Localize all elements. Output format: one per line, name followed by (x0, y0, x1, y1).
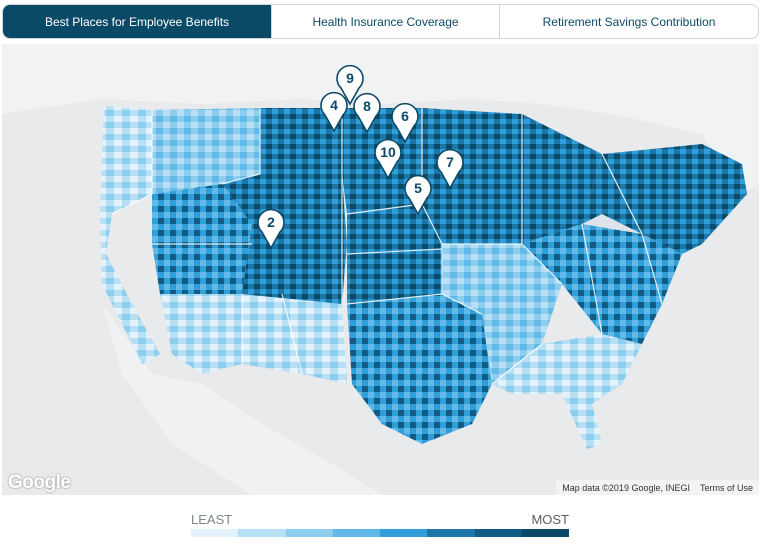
marker-pin-icon (257, 208, 285, 250)
marker-pin-icon (436, 148, 464, 190)
legend-swatch (474, 529, 522, 537)
marker-pin-icon (320, 91, 348, 133)
legend-swatch (427, 529, 475, 537)
marker-pin-icon (391, 102, 419, 144)
marker-label: 7 (446, 154, 454, 170)
marker-label: 6 (401, 108, 409, 124)
marker-label: 4 (330, 97, 338, 113)
map-marker[interactable]: 5 (404, 174, 432, 216)
legend-swatch (191, 529, 239, 537)
mexico-land (102, 304, 382, 495)
map-marker[interactable]: 8 (353, 92, 381, 134)
marker-pin-icon (336, 64, 364, 106)
marker-label: 5 (414, 180, 422, 196)
marker-label: 9 (346, 70, 354, 86)
google-logo: Google (8, 472, 71, 493)
map-markers: 94 8 6 10 7 5 2 (257, 64, 464, 250)
choropleth-map[interactable]: 9 4 8 6 10 7 5 2 Google Map data ©2019 Google, … (2, 44, 759, 495)
legend-swatch (521, 529, 569, 537)
marker-pin-icon (374, 138, 402, 180)
marker-label: 2 (267, 214, 275, 230)
legend-swatch (380, 529, 428, 537)
map-marker[interactable]: 4 (320, 91, 348, 133)
map-marker[interactable]: 9 (336, 64, 364, 106)
marker-pin-icon (353, 92, 381, 134)
legend-swatch (285, 529, 333, 537)
map-marker[interactable]: 10 (374, 138, 402, 180)
legend-swatch (332, 529, 380, 537)
legend: LEAST MOST (191, 512, 569, 537)
legend-color-scale (191, 529, 569, 537)
tab-retirement-savings[interactable]: Retirement Savings Contribution (542, 14, 716, 29)
map-attribution: Map data ©2019 Google, INEGI (562, 482, 690, 493)
marker-label: 10 (380, 144, 396, 160)
map-attribution-bar: Map data ©2019 Google, INEGI Terms of Us… (556, 480, 759, 495)
legend-swatch (238, 529, 286, 537)
map-marker[interactable]: 7 (436, 148, 464, 190)
marker-label: 8 (363, 98, 371, 114)
canada-land (2, 44, 759, 194)
map-canvas: 94 8 6 10 7 5 2 (2, 44, 759, 495)
marker-pin-icon (404, 174, 432, 216)
us-counties (100, 106, 747, 449)
map-marker[interactable]: 6 (391, 102, 419, 144)
tab-best-places[interactable]: Best Places for Employee Benefits (3, 5, 272, 38)
legend-high-label: MOST (531, 512, 569, 527)
terms-of-use-link[interactable]: Terms of Use (699, 482, 753, 493)
map-marker[interactable]: 2 (257, 208, 285, 250)
tab-bar: Best Places for Employee Benefits Health… (2, 4, 759, 39)
tab-health-insurance[interactable]: Health Insurance Coverage (272, 5, 500, 38)
legend-low-label: LEAST (191, 512, 233, 527)
